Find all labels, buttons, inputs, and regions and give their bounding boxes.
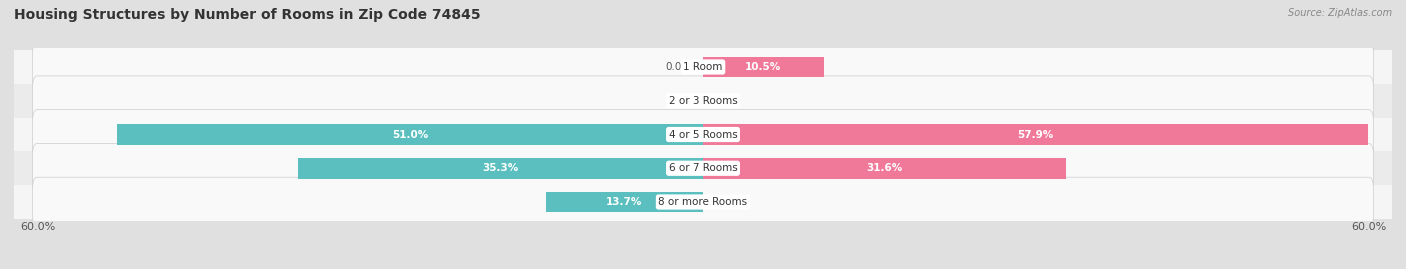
Bar xyxy=(14,84,1392,118)
FancyBboxPatch shape xyxy=(32,143,1374,193)
Text: 0.0%: 0.0% xyxy=(714,96,741,106)
Text: 6 or 7 Rooms: 6 or 7 Rooms xyxy=(669,163,737,173)
Bar xyxy=(14,185,1392,219)
Text: 51.0%: 51.0% xyxy=(392,129,429,140)
Bar xyxy=(14,151,1392,185)
Text: 0.0%: 0.0% xyxy=(714,197,741,207)
Bar xyxy=(703,158,1066,179)
Text: Source: ZipAtlas.com: Source: ZipAtlas.com xyxy=(1288,8,1392,18)
Text: 1 Room: 1 Room xyxy=(683,62,723,72)
FancyBboxPatch shape xyxy=(32,76,1374,126)
Bar xyxy=(14,50,1392,84)
Text: 10.5%: 10.5% xyxy=(745,62,782,72)
Text: 31.6%: 31.6% xyxy=(866,163,903,173)
Bar xyxy=(546,192,703,213)
Text: 57.9%: 57.9% xyxy=(1018,129,1053,140)
Text: 60.0%: 60.0% xyxy=(1351,222,1386,232)
Text: Housing Structures by Number of Rooms in Zip Code 74845: Housing Structures by Number of Rooms in… xyxy=(14,8,481,22)
Bar xyxy=(298,158,703,179)
Text: 35.3%: 35.3% xyxy=(482,163,519,173)
FancyBboxPatch shape xyxy=(32,177,1374,227)
Text: 8 or more Rooms: 8 or more Rooms xyxy=(658,197,748,207)
Bar xyxy=(14,118,1392,151)
Bar xyxy=(703,124,1368,145)
Text: 13.7%: 13.7% xyxy=(606,197,643,207)
Text: 4 or 5 Rooms: 4 or 5 Rooms xyxy=(669,129,737,140)
Text: 0.0%: 0.0% xyxy=(665,96,692,106)
Text: 60.0%: 60.0% xyxy=(20,222,55,232)
Bar xyxy=(117,124,703,145)
FancyBboxPatch shape xyxy=(32,42,1374,92)
FancyBboxPatch shape xyxy=(32,110,1374,159)
Bar xyxy=(703,56,824,77)
Text: 2 or 3 Rooms: 2 or 3 Rooms xyxy=(669,96,737,106)
Text: 0.0%: 0.0% xyxy=(665,62,692,72)
